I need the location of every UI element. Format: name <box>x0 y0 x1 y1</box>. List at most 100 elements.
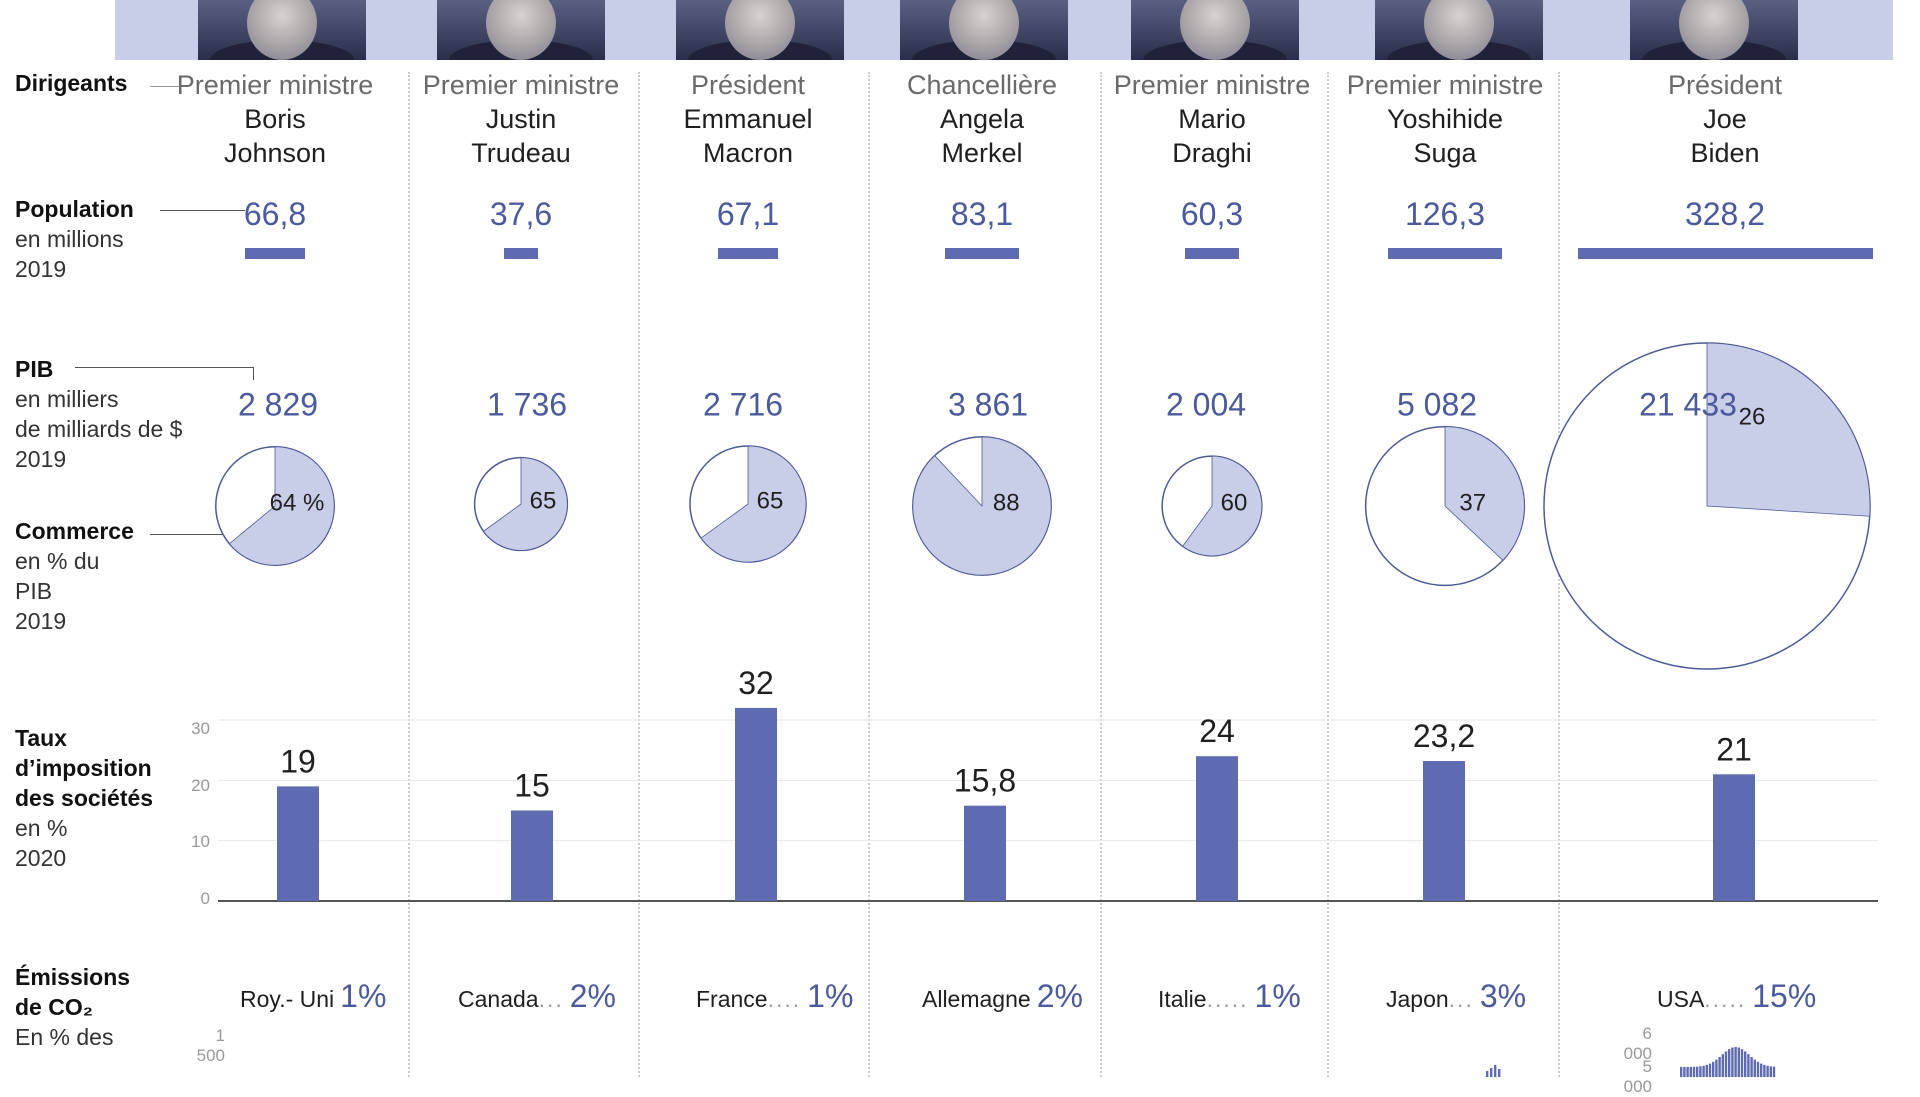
country-name: Italie <box>1158 986 1207 1012</box>
tax-tick-0: 0 <box>200 889 210 908</box>
country-dots: ... <box>1448 986 1474 1012</box>
leader-first-name: Justin <box>485 104 557 134</box>
population-bar <box>1577 248 1873 259</box>
population-leader-line <box>160 210 245 211</box>
leader-cell: Premier ministre Justin Trudeau <box>411 68 631 170</box>
usa-emission-bar <box>1731 1047 1734 1077</box>
co2-cell: USA..... 15% <box>1657 978 1816 1015</box>
tax-label-2: d’imposition <box>15 755 152 781</box>
tax-label-3: des sociétés <box>15 785 154 811</box>
trade-value: 26 <box>1739 403 1766 430</box>
tax-bar <box>1713 774 1755 901</box>
leaders-row-label: Dirigeants <box>15 68 127 98</box>
tax-bar <box>511 810 553 901</box>
usa-emission-bar <box>1744 1051 1747 1077</box>
population-bar <box>504 248 538 259</box>
co2-tick-5000: 5 000 <box>1623 1057 1652 1096</box>
trade-pie-slice <box>912 436 1052 576</box>
country-name: Roy.- Uni <box>240 986 335 1012</box>
usa-emission-bar <box>1683 1066 1686 1077</box>
co2-tick-6000: 6 000 <box>1623 1024 1652 1063</box>
tax-bar <box>1196 756 1238 901</box>
japan-emission-bar <box>1490 1068 1493 1077</box>
tax-value: 15,8 <box>954 763 1016 799</box>
trade-value: 65 <box>530 487 557 514</box>
leader-role: Premier ministre <box>1113 70 1311 100</box>
co2-row-label: Émissions de CO₂ En % des <box>15 962 130 1052</box>
leader-cell: Président Joe Biden <box>1615 68 1835 170</box>
population-value: 67,1 <box>716 196 780 232</box>
leader-first-name: Boris <box>244 104 306 134</box>
usa-emission-bar <box>1756 1061 1760 1077</box>
population-value: 37,6 <box>489 196 553 232</box>
leader-first-name: Mario <box>1178 104 1246 134</box>
usa-emission-bar <box>1728 1049 1731 1077</box>
leader-role: Chancellière <box>906 70 1058 100</box>
country-name: Japon <box>1386 986 1449 1012</box>
tax-tick-30: 30 <box>191 719 210 738</box>
usa-emission-bar <box>1724 1051 1728 1077</box>
co2-tick-1500: 1 500 <box>196 1026 225 1065</box>
population-year: 2019 <box>15 256 67 282</box>
japan-emission-bar <box>1486 1071 1489 1077</box>
trade-year: 2019 <box>15 608 67 634</box>
population-value: 328,2 <box>1684 196 1766 232</box>
usa-emission-bar <box>1696 1066 1699 1077</box>
tax-value: 21 <box>1716 731 1752 767</box>
usa-emission-bar <box>1747 1054 1750 1077</box>
usa-emission-bar <box>1686 1066 1689 1077</box>
co2-cell: Roy.- Uni 1% <box>240 978 386 1015</box>
trade-value: 88 <box>993 489 1020 516</box>
gdp-pie-circle <box>215 446 335 566</box>
country-dots: ..... <box>1704 986 1747 1012</box>
japan-emission-bar <box>1494 1065 1497 1077</box>
country-name: USA <box>1657 986 1705 1012</box>
usa-emission-bar <box>1712 1061 1715 1077</box>
gdp-value: 1 736 <box>487 386 567 422</box>
usa-emission-bar <box>1737 1047 1740 1077</box>
co2-label-1: Émissions <box>15 964 131 990</box>
column-separator <box>638 72 640 1077</box>
trade-pie-slice <box>1182 455 1263 557</box>
trade-pie-slice <box>1706 342 1871 517</box>
usa-emission-bar <box>1699 1066 1702 1077</box>
gdp-pie-circle <box>1364 425 1526 587</box>
co2-cell: Allemagne 2% <box>922 978 1083 1015</box>
leader-last-name: Draghi <box>1172 138 1252 168</box>
leader-role: Président <box>690 70 806 100</box>
gdp-value: 2 716 <box>703 386 783 422</box>
population-value: 66,8 <box>243 196 307 232</box>
co2-unit: En % des <box>15 1024 114 1050</box>
tax-bar <box>964 805 1006 901</box>
population-bar <box>244 248 305 259</box>
tax-value: 32 <box>738 665 774 701</box>
population-row-label: Population en millions 2019 <box>15 194 134 284</box>
gdp-pie-circle <box>689 445 807 563</box>
usa-emission-bar <box>1760 1063 1763 1077</box>
population-value: 60,3 <box>1180 196 1244 232</box>
tax-bar <box>277 786 319 901</box>
co2-cell: Japon... 3% <box>1386 978 1526 1015</box>
usa-emission-bar <box>1772 1066 1776 1077</box>
country-dots: ..... <box>1206 986 1249 1012</box>
trade-unit-1: en % du <box>15 548 100 574</box>
country-name: France <box>696 986 768 1012</box>
trade-leader-line <box>150 512 289 535</box>
leader-photo-2 <box>676 0 844 60</box>
leader-photo-0 <box>198 0 366 60</box>
usa-emission-bar <box>1721 1054 1724 1077</box>
population-bar <box>944 248 1020 259</box>
gdp-pie-circle <box>912 436 1052 576</box>
usa-emission-bar <box>1763 1064 1766 1077</box>
usa-emission-bar <box>1718 1057 1721 1077</box>
leader-photo-3 <box>900 0 1068 60</box>
gdp-value: 21 433 <box>1639 386 1737 422</box>
leader-first-name: Emmanuel <box>683 104 813 134</box>
population-bar <box>1184 248 1240 259</box>
usa-emission-bar <box>1753 1059 1756 1077</box>
gdp-year: 2019 <box>15 446 67 472</box>
leader-photo-1 <box>437 0 605 60</box>
tax-tick-10: 10 <box>191 832 210 851</box>
leader-last-name: Biden <box>1690 138 1760 168</box>
population-value: 83,1 <box>950 196 1014 232</box>
